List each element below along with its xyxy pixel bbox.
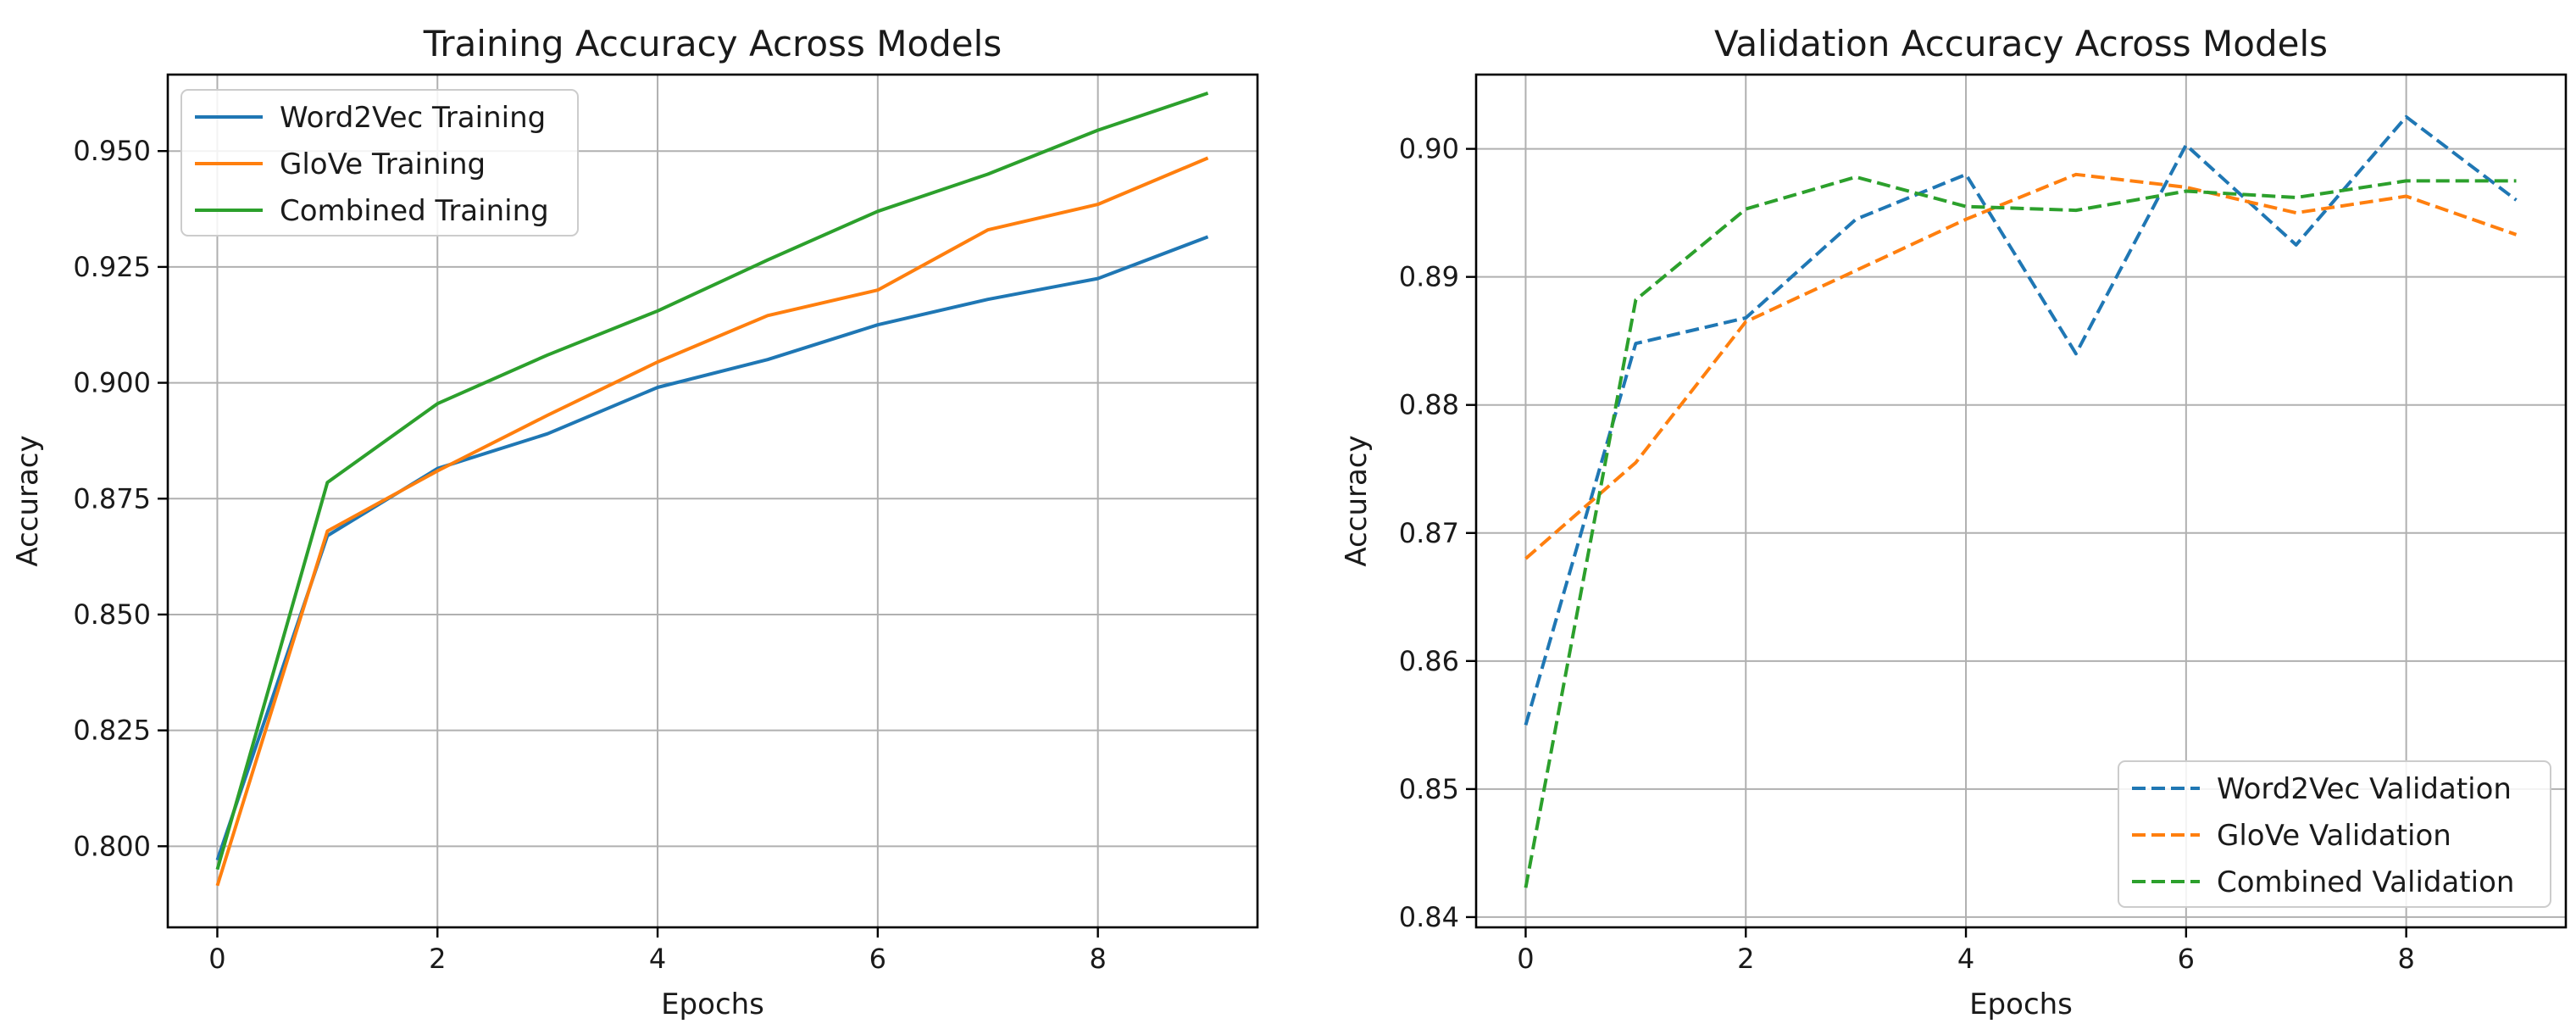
training-y-tick-label: 0.925 — [73, 251, 151, 283]
validation-y-tick-label: 0.85 — [1399, 773, 1459, 805]
training-chart-title: Training Accuracy Across Models — [423, 23, 1002, 64]
legend-label-combined-training: Combined Training — [280, 194, 549, 228]
validation-x-axis-label: Epochs — [1969, 988, 2073, 1021]
validation-legend-box — [2118, 760, 2551, 908]
training-ticks: 0 2 4 6 8 0.800 0.825 0.850 0.875 0.900 0.925 0.950 — [73, 135, 1106, 975]
legend-label-word2vec-validation: Word2Vec Validation — [2217, 772, 2512, 806]
validation-x-tick-label: 2 — [1737, 943, 1754, 975]
validation-chart-title: Validation Accuracy Across Models — [1714, 23, 2328, 64]
series-word2vec-validation — [1524, 114, 2518, 726]
validation-x-tick-label: 6 — [2178, 943, 2195, 975]
validation-y-axis-label: Accuracy — [1340, 435, 1374, 566]
validation-x-tick-label: 4 — [1957, 943, 1974, 975]
training-legend-box — [180, 89, 579, 236]
legend-label-combined-validation: Combined Validation — [2217, 865, 2514, 899]
training-chart: 0 2 4 6 8 0.800 0.825 0.850 0.875 0.900 0.925 0.950… — [11, 23, 1259, 1021]
series-combined-validation — [1524, 175, 2517, 888]
validation-y-tick-label: 0.86 — [1399, 645, 1459, 677]
training-series — [215, 92, 1209, 887]
legend-label-glove-validation: GloVe Validation — [2217, 819, 2451, 853]
training-x-tick-label: 6 — [869, 943, 886, 975]
validation-x-tick-label: 8 — [2397, 943, 2414, 975]
validation-y-tick-label: 0.84 — [1399, 901, 1459, 933]
training-x-tick-label: 8 — [1089, 943, 1106, 975]
training-y-axis-label: Accuracy — [11, 435, 45, 566]
training-y-tick-label: 0.850 — [73, 598, 151, 631]
training-legend: Word2Vec Training GloVe Training Combined … — [180, 89, 579, 236]
legend-label-glove-training: GloVe Training — [280, 147, 486, 181]
training-x-tick-label: 4 — [649, 943, 666, 975]
training-y-tick-label: 0.825 — [73, 715, 151, 747]
training-y-tick-label: 0.950 — [73, 135, 151, 167]
training-y-tick-label: 0.875 — [73, 482, 151, 515]
validation-x-tick-label: 0 — [1517, 943, 1534, 975]
validation-series — [1524, 114, 2518, 888]
series-glove-training — [215, 156, 1209, 887]
training-y-tick-label: 0.900 — [73, 367, 151, 399]
validation-y-tick-label: 0.89 — [1399, 261, 1459, 293]
series-combined-training — [215, 92, 1209, 871]
training-y-tick-label: 0.800 — [73, 830, 151, 862]
validation-axes-frame — [1474, 73, 2568, 929]
series-glove-validation — [1524, 172, 2518, 560]
training-x-tick-label: 0 — [208, 943, 225, 975]
training-x-axis-label: Epochs — [661, 988, 764, 1021]
validation-y-tick-label: 0.87 — [1399, 517, 1459, 549]
validation-y-tick-label: 0.88 — [1399, 389, 1459, 421]
training-x-tick-label: 2 — [429, 943, 446, 975]
training-axes-frame — [166, 73, 1259, 929]
validation-grid — [1476, 75, 2566, 927]
legend-label-word2vec-training: Word2Vec Training — [280, 101, 546, 135]
validation-chart: 0 2 4 6 8 0.84 0.85 0.86 0.87 0.88 0.89 0.90 Valida… — [1340, 23, 2568, 1021]
training-grid — [168, 75, 1257, 927]
validation-legend: Word2Vec Validation GloVe Validation Combi… — [2118, 760, 2551, 908]
validation-ticks: 0 2 4 6 8 0.84 0.85 0.86 0.87 0.88 0.89 0.90 — [1399, 133, 2415, 975]
validation-y-tick-label: 0.90 — [1399, 133, 1459, 165]
